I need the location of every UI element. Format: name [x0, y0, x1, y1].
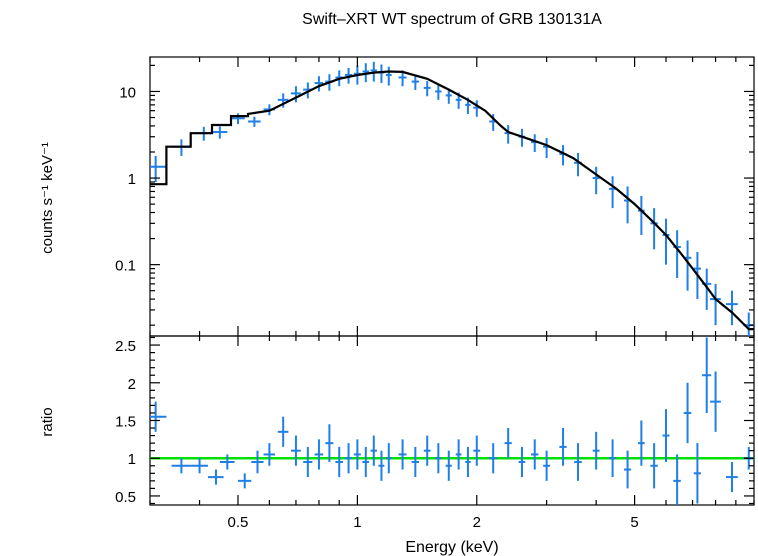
x-tick-label: 2	[473, 514, 481, 531]
ratio-data-point	[518, 446, 526, 478]
ratio-data-point	[445, 450, 452, 481]
ratio-y-tick-label: 0.5	[115, 489, 136, 506]
spectrum-data-point	[435, 84, 442, 100]
spectrum-data-point	[662, 218, 670, 265]
ratio-data-point	[683, 382, 692, 444]
ratio-data-point	[726, 461, 738, 493]
ratio-data-point	[592, 431, 600, 470]
spectrum-data-point	[212, 126, 228, 139]
spectrum-plot-area	[150, 61, 754, 336]
ratio-data-point	[251, 450, 264, 474]
ratio-data-point	[207, 469, 224, 485]
ratio-y-tick-label: 2	[128, 376, 136, 393]
ratio-data-point	[411, 446, 419, 478]
spectrum-data-point	[230, 113, 245, 125]
spectrum-data-point	[314, 76, 324, 92]
chart-title: Swift–XRT WT spectrum of GRB 130131A	[302, 11, 602, 28]
ratio-data-point	[370, 435, 377, 466]
ratio-data-point	[543, 450, 551, 481]
spectrum-panel-frame	[149, 56, 755, 337]
ratio-data-point	[650, 443, 658, 489]
ratio-y-tick-label: 1	[128, 451, 136, 468]
ratio-data-point	[325, 424, 334, 462]
ratio-data-point	[638, 420, 645, 466]
spectrum-data-point	[445, 88, 452, 104]
x-tick-label: 0.5	[228, 514, 249, 531]
ratio-data-point	[473, 435, 481, 466]
ratio-data-point	[693, 443, 701, 504]
ratio-data-point	[190, 458, 208, 474]
ratio-data-point	[455, 439, 462, 470]
ratio-data-point	[353, 439, 361, 470]
spectrum-data-point	[531, 134, 539, 152]
ratio-data-point	[398, 439, 407, 470]
ratio-data-point	[702, 337, 712, 413]
spectrum-data-point	[423, 81, 431, 97]
spectrum-y-tick-label: 1	[128, 171, 136, 188]
spectrum-data-point	[385, 66, 392, 86]
ratio-data-point	[609, 439, 617, 478]
ratio-data-point	[435, 443, 442, 474]
ratio-data-point	[673, 454, 681, 505]
ratio-data-point	[344, 443, 353, 474]
spectrum-data-point	[710, 283, 721, 326]
ratio-data-point	[263, 443, 276, 466]
ratio-data-point	[219, 454, 235, 470]
spectrum-data-point	[673, 230, 681, 279]
ratio-data-point	[362, 446, 370, 478]
ratio-data-point	[277, 416, 289, 447]
ratio-data-point	[423, 435, 431, 466]
spectrum-data-point	[378, 64, 385, 84]
x-tick-label: 5	[630, 514, 638, 531]
x-tick-label: 1	[353, 514, 361, 531]
ratio-data-point	[623, 450, 632, 489]
spectrum-data-point	[504, 124, 512, 144]
ratio-data-point	[662, 409, 670, 462]
spectrum-data-point	[623, 186, 632, 224]
ratio-data-point	[710, 371, 721, 432]
model-curve	[150, 70, 754, 331]
ratio-data-point	[150, 401, 167, 432]
spectrum-data-point	[277, 93, 289, 108]
ratio-data-point	[465, 446, 471, 478]
ratio-data-point	[378, 450, 385, 481]
spectrum-data-point	[638, 196, 645, 236]
spectrum-data-point	[650, 208, 658, 250]
spectrum-data-point	[411, 74, 419, 90]
ratio-y-axis-label: ratio	[39, 407, 56, 436]
ratio-data-point	[303, 446, 313, 478]
spectrum-data-point	[290, 86, 301, 103]
axes-ticks: 0.5 1 2 5 0.1 1 10 0.5 1 1.5 2 2.5	[115, 57, 755, 531]
ratio-y-tick-label: 1.5	[115, 414, 136, 431]
spectrum-y-axis-label: counts s⁻¹ keV⁻¹	[39, 142, 56, 254]
spectrum-data-point	[592, 166, 600, 195]
ratio-data-point	[489, 443, 498, 474]
ratio-data-point	[504, 428, 512, 459]
spectrum-data-point	[398, 70, 407, 87]
spectrum-data-point	[248, 116, 261, 127]
ratio-data-point	[574, 443, 582, 481]
ratio-y-tick-label: 2.5	[115, 338, 136, 355]
ratio-data-point	[290, 435, 301, 466]
spectrum-data-point	[702, 268, 712, 310]
ratio-data-point	[531, 439, 539, 470]
ratio-data-point	[314, 439, 324, 470]
ratio-panel-frame	[149, 335, 755, 506]
ratio-data-point	[385, 443, 392, 474]
spectrum-data-point	[726, 290, 738, 326]
spectrum-y-tick-label: 10	[119, 84, 136, 101]
spectrum-data-point	[543, 138, 551, 159]
ratio-plot-area	[150, 337, 754, 505]
ratio-data-point	[335, 446, 344, 478]
x-axis-label: Energy (keV)	[405, 539, 498, 556]
spectrum-y-tick-label: 0.1	[115, 258, 136, 275]
ratio-data-point	[237, 473, 252, 489]
ratio-data-point	[559, 428, 567, 466]
spectrum-data-point	[609, 176, 617, 209]
ratio-data-point	[171, 458, 191, 474]
